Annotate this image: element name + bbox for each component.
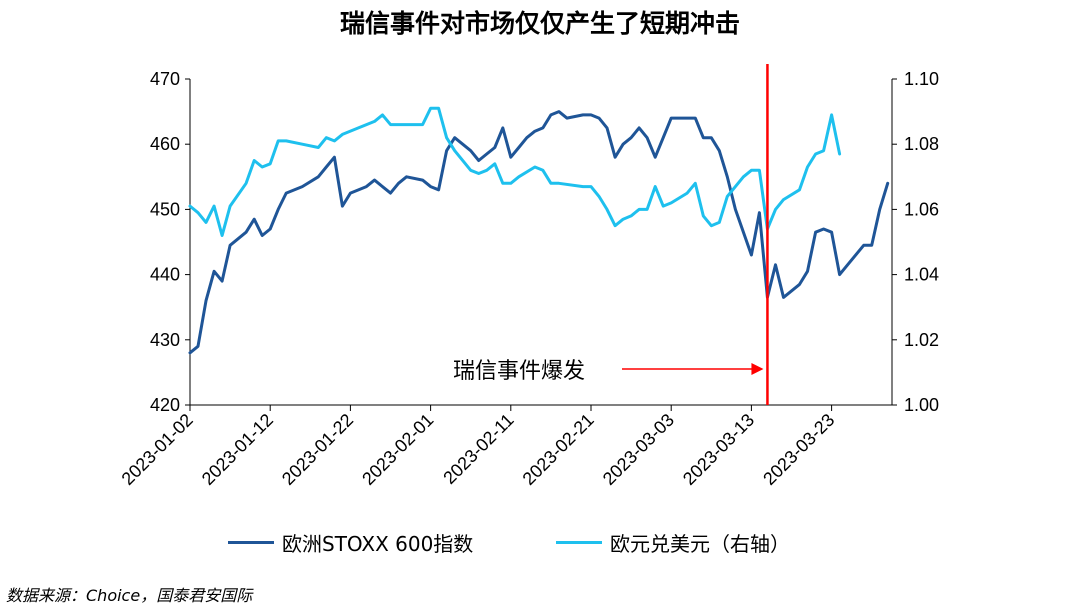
x-tick-label: 2023-03-13 [679, 410, 758, 489]
x-tick-label: 2023-02-21 [519, 410, 598, 489]
series-lines [188, 64, 890, 405]
right-tick-label: 1.00 [904, 395, 939, 415]
legend-item-stoxx: 欧洲STOXX 600指数 [228, 527, 473, 557]
left-tick-label: 420 [150, 395, 180, 415]
legend-swatch-eurusd [556, 540, 602, 544]
chart-title: 瑞信事件对市场仅仅产生了短期冲击 [339, 9, 740, 38]
left-tick-label: 450 [150, 199, 180, 219]
legend-swatch-stoxx [228, 540, 274, 544]
series-line-stoxx600 [188, 110, 890, 355]
x-tick-label: 2023-03-03 [599, 410, 678, 489]
event-arrow-head [751, 363, 764, 375]
legend-label-eurusd: 欧元兑美元（右轴） [610, 531, 790, 556]
right-tick-label: 1.02 [904, 330, 939, 350]
data-source: 数据来源：Choice，国泰君安国际 [6, 586, 253, 605]
x-tick-label: 2023-01-22 [278, 410, 357, 489]
x-tick-label: 2023-01-12 [198, 410, 277, 489]
event-annotation: 瑞信事件爆发 [453, 359, 586, 384]
left-tick-label: 460 [150, 134, 180, 154]
right-tick-label: 1.10 [904, 69, 939, 89]
x-tick-label: 2023-01-02 [118, 410, 197, 489]
right-tick-label: 1.04 [904, 265, 939, 285]
legend-item-eurusd: 欧元兑美元（右轴） [556, 527, 790, 557]
x-tick-label: 2023-02-01 [358, 410, 437, 489]
x-tick-label: 2023-02-11 [439, 410, 517, 488]
legend-label-stoxx: 欧洲STOXX 600指数 [282, 531, 474, 556]
left-tick-label: 430 [150, 330, 180, 350]
series-line-eurusd [188, 106, 842, 237]
right-tick-label: 1.06 [904, 199, 939, 219]
left-tick-label: 470 [150, 69, 180, 89]
axes: 420 430 440 450 460 470 1.00 1.02 1.04 1.06 1.08 1.… [118, 69, 939, 489]
left-tick-label: 440 [150, 265, 180, 285]
right-tick-label: 1.08 [904, 134, 939, 154]
x-tick-label: 2023-03-23 [759, 410, 838, 489]
